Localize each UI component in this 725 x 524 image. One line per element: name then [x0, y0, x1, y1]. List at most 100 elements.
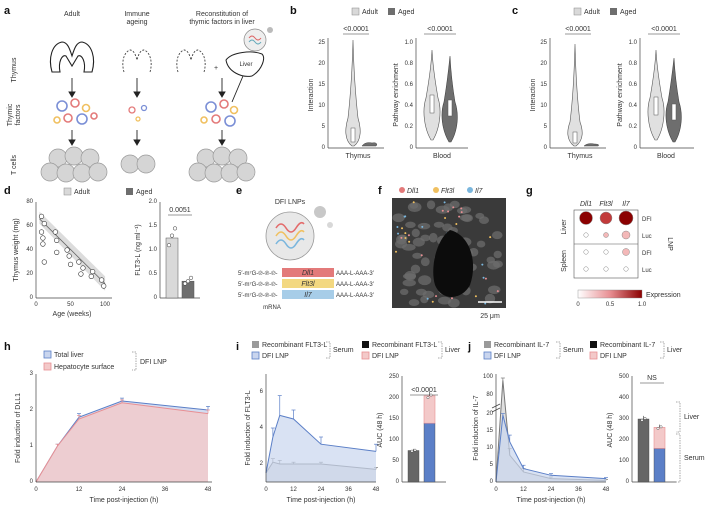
- i-auc-point: [429, 393, 433, 397]
- f-signal-dot: [482, 276, 485, 279]
- i-line-chart: [265, 395, 378, 482]
- f-nucleus: [402, 279, 416, 287]
- svg-text:0: 0: [30, 295, 34, 301]
- g-dot: [599, 211, 613, 225]
- g-col-flt3l: Flt3l: [599, 201, 613, 208]
- i-xlabel: Time post-injection (h): [287, 497, 356, 504]
- e-row2-gene: Flt3l: [301, 281, 315, 288]
- f-signal-dot: [489, 236, 492, 239]
- d-bar-point: [188, 275, 194, 280]
- f-nucleus: [405, 221, 416, 229]
- j-serum-label: Serum: [563, 347, 584, 354]
- svg-text:5: 5: [322, 124, 326, 130]
- j-serum-bracket: [556, 341, 561, 359]
- f-nucleus: [488, 285, 501, 295]
- svg-text:200: 200: [389, 395, 400, 401]
- svg-text:0: 0: [34, 302, 38, 308]
- d-scatter-point: [64, 247, 70, 253]
- f-nucleus: [476, 240, 486, 248]
- svg-text:0: 0: [154, 295, 158, 301]
- f-scalebar-label: 25 μm: [480, 313, 500, 320]
- d-scatter-point: [88, 273, 94, 280]
- adult-thymus-icon: [49, 41, 95, 73]
- d-left-xticks: 0 50 100: [34, 302, 110, 308]
- j-stack-liver: Liver: [684, 414, 700, 421]
- panel-a-col-ageing-2: ageing: [126, 19, 147, 26]
- j-auc-bar-serum: [653, 448, 666, 483]
- f-signal-dot: [412, 201, 415, 204]
- g-col-il7: Il7: [622, 201, 631, 208]
- d-bar: [165, 237, 179, 299]
- f-nucleus: [491, 231, 503, 240]
- f-nucleus: [493, 250, 502, 259]
- g-group-liver: Liver: [561, 219, 568, 235]
- g-cb-tick-1: 1.0: [638, 302, 647, 308]
- f-nucleus: [426, 200, 436, 210]
- g-dot: [623, 266, 629, 272]
- f-signal-dot: [396, 226, 399, 229]
- e-row1-gene: Dll1: [302, 270, 314, 277]
- b-left-ylabel: Interaction: [308, 79, 315, 112]
- f-signal-dot: [404, 236, 407, 239]
- h-legend-bracket: [132, 351, 137, 371]
- svg-text:12: 12: [520, 487, 527, 493]
- plus-sign: +: [214, 65, 218, 72]
- d-scatter-point: [101, 283, 107, 289]
- svg-text:0: 0: [634, 145, 638, 151]
- svg-text:50: 50: [392, 458, 399, 464]
- d-scatter-point: [67, 261, 74, 268]
- e-row3-prefix: 5′-m⁷G-℗-℗-℗-: [238, 292, 278, 299]
- f-vessel-lumen: [433, 230, 474, 298]
- f-signal-dot: [447, 210, 450, 213]
- d-bar-point: [182, 281, 188, 286]
- svg-text:0.6: 0.6: [405, 82, 414, 88]
- e-row1-prefix: 5′-m⁷G-℗-℗-℗-: [238, 270, 278, 277]
- f-signal-dot: [403, 215, 406, 218]
- f-nucleus: [392, 213, 405, 223]
- f-signal-dot: [481, 263, 484, 266]
- i-area: [266, 415, 376, 482]
- h-legend-total: Total liver: [54, 352, 84, 359]
- c-left-pvalue: <0.0001: [565, 26, 591, 33]
- h-legend-total-swatch: [43, 350, 52, 359]
- g-cb-tick-0: 0: [576, 302, 580, 308]
- svg-text:0.6: 0.6: [629, 82, 638, 88]
- i-serum-label: Serum: [333, 347, 354, 354]
- f-signal-dot: [474, 295, 477, 298]
- svg-text:20: 20: [26, 271, 33, 277]
- c-right-ylabel: Pathway enrichment: [617, 63, 624, 126]
- svg-text:10: 10: [318, 103, 325, 109]
- svg-text:100: 100: [619, 458, 630, 464]
- f-nucleus: [410, 264, 421, 274]
- f-legend-flt3l: Flt3l: [441, 188, 455, 195]
- i-pvalue: <0.0001: [411, 387, 437, 394]
- f-legend-flt3l-dot: [433, 187, 439, 193]
- svg-text:0: 0: [626, 479, 630, 485]
- e-row2-prefix: 5′-m⁷G-℗-℗-℗-: [238, 281, 278, 288]
- d-right-ylabel: FLT3-L (ng ml⁻¹): [135, 224, 142, 276]
- c-left-ylabel: Interaction: [530, 79, 537, 112]
- j-xticks: 0 12 24 36 48: [494, 487, 610, 493]
- aged-tcells-icon: [120, 154, 156, 174]
- f-nucleus: [420, 257, 430, 267]
- svg-text:4: 4: [260, 425, 264, 431]
- i-legend-dfi2: DFI LNP: [372, 353, 399, 360]
- e-row3-suffix: AAA-L-AAA-3′: [336, 293, 375, 299]
- f-signal-dot: [460, 211, 463, 214]
- d-scatter-point: [78, 271, 84, 277]
- g-dot: [621, 230, 631, 240]
- c-right-xlabel: Blood: [657, 153, 675, 160]
- b-right-ylabel: Pathway enrichment: [393, 63, 400, 126]
- j-ylabel: Fold induction of IL-7: [473, 395, 480, 460]
- recon-thymus-icon: [176, 49, 206, 73]
- c-right-yticks: 0 0.2 0.4 0.6 0.8 1.0: [629, 40, 638, 151]
- g-dot-matrix: [579, 210, 634, 272]
- b-right-yticks: 0 0.2 0.4 0.6 0.8 1.0: [405, 40, 414, 151]
- f-signal-dot: [395, 250, 398, 253]
- d-fit-line: [39, 218, 106, 284]
- g-cb-tick-05: 0.5: [606, 302, 615, 308]
- c-left-violin-aged: [583, 143, 600, 147]
- f-nucleus: [412, 252, 423, 259]
- g-colorbar: [577, 289, 643, 299]
